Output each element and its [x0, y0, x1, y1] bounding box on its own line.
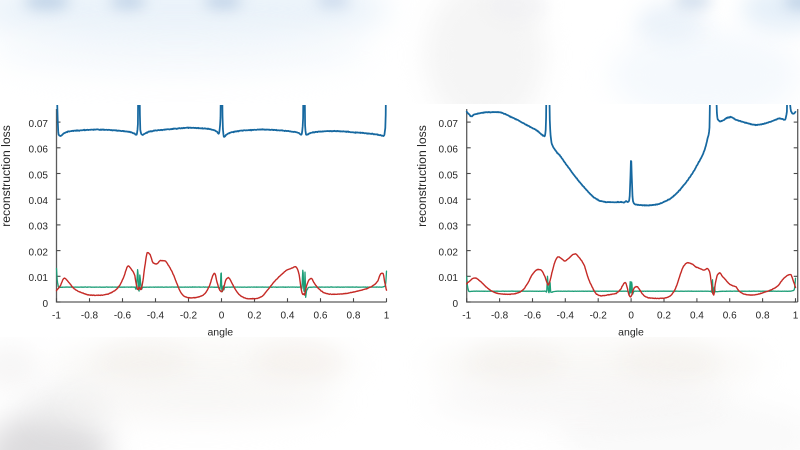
svg-text:-0.4: -0.4 — [557, 311, 575, 322]
svg-text:-0.8: -0.8 — [491, 311, 509, 322]
svg-text:0.4: 0.4 — [281, 311, 295, 322]
svg-text:-0.2: -0.2 — [180, 311, 198, 322]
svg-text:0: 0 — [219, 311, 225, 322]
svg-text:-0.2: -0.2 — [590, 311, 608, 322]
svg-text:reconstruction loss: reconstruction loss — [0, 125, 13, 227]
svg-text:0.02: 0.02 — [29, 247, 49, 258]
svg-text:0.06: 0.06 — [29, 145, 49, 156]
svg-text:1: 1 — [793, 311, 799, 322]
svg-text:reconstruction loss: reconstruction loss — [415, 125, 429, 227]
svg-text:0.05: 0.05 — [29, 170, 49, 181]
svg-text:0.03: 0.03 — [439, 222, 459, 233]
svg-text:0.07: 0.07 — [29, 119, 49, 130]
svg-text:0: 0 — [628, 311, 634, 322]
svg-text:0.2: 0.2 — [248, 311, 262, 322]
svg-text:-0.6: -0.6 — [114, 311, 132, 322]
svg-text:0.01: 0.01 — [439, 273, 459, 284]
svg-text:0.07: 0.07 — [439, 119, 459, 130]
svg-text:0.04: 0.04 — [29, 196, 49, 207]
svg-text:0.06: 0.06 — [439, 145, 459, 156]
svg-text:-1: -1 — [462, 311, 471, 322]
svg-text:-0.6: -0.6 — [524, 311, 542, 322]
svg-text:-0.8: -0.8 — [81, 311, 99, 322]
svg-text:0.01: 0.01 — [29, 273, 49, 284]
svg-text:0.05: 0.05 — [439, 170, 459, 181]
svg-text:1: 1 — [384, 311, 390, 322]
svg-text:angle: angle — [207, 327, 233, 339]
svg-text:0.04: 0.04 — [439, 196, 459, 207]
svg-text:0.2: 0.2 — [657, 311, 671, 322]
svg-text:-0.4: -0.4 — [147, 311, 165, 322]
svg-text:angle: angle — [618, 327, 644, 339]
svg-text:0.02: 0.02 — [439, 247, 459, 258]
svg-text:0.8: 0.8 — [347, 311, 361, 322]
svg-text:0.6: 0.6 — [314, 311, 328, 322]
svg-text:0.6: 0.6 — [723, 311, 737, 322]
svg-text:-1: -1 — [52, 311, 61, 322]
svg-text:0.4: 0.4 — [690, 311, 704, 322]
svg-text:0: 0 — [42, 299, 48, 310]
svg-text:0: 0 — [452, 299, 458, 310]
svg-text:0.8: 0.8 — [756, 311, 770, 322]
svg-text:0.03: 0.03 — [29, 222, 49, 233]
